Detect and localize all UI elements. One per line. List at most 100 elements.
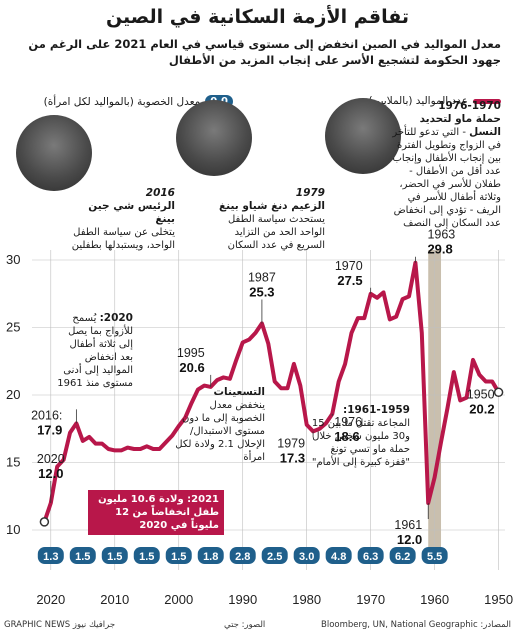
- legend-births: عدد المواليد (بالملايين): [369, 95, 501, 107]
- callout-2021: 2021: ولادة 10.6 مليون طفل انخفاضاً من 1…: [88, 490, 224, 535]
- fertility-value: 3.0: [299, 551, 314, 563]
- data-label-year: 2020: [37, 452, 65, 466]
- legend-births-label: عدد المواليد (بالملايين): [368, 95, 468, 107]
- photo-credit: الصور: جتي: [224, 620, 266, 630]
- data-label-value: 12.0: [397, 532, 422, 547]
- fertility-badge: [421, 547, 448, 564]
- y-tick-label: 25: [6, 320, 20, 335]
- x-tick-label: 1970: [356, 592, 385, 607]
- famine-text: المجاعة تقتل ما بين 15 و30 مليون شخص خلا…: [311, 418, 410, 468]
- fertility-badge: [69, 547, 96, 564]
- annotation-deng: 1979 الزعيم دنغ شياو بينغ يستحدث سياسة ا…: [205, 187, 325, 252]
- fertility-value: 1.5: [107, 551, 122, 563]
- data-label-year: 1970: [335, 259, 363, 273]
- mao-years: 1976-1970: [438, 100, 501, 112]
- fertility-badge: [229, 547, 256, 564]
- data-label-value: 25.3: [249, 284, 274, 299]
- fertility-value: 2.5: [267, 551, 282, 563]
- xi-year: 2016: [145, 187, 175, 199]
- data-label-year: 1950: [467, 387, 495, 401]
- deng-text: يستحدث سياسة الطفل الواحد الحد من التزاي…: [227, 214, 325, 251]
- xi-text: يتخلى عن سياسة الطفل الواحد، ويستبدلها ب…: [71, 227, 175, 251]
- fertility-value: 5.5: [427, 551, 442, 563]
- annotation-mao: 1976-1970 حملة ماو لتحديد النسل - التي ت…: [389, 100, 501, 230]
- xi-name: الرئيس شي جين بينغ: [88, 200, 175, 225]
- fertility-badge: [357, 547, 384, 564]
- mao-name: حملة ماو لتحديد النسل: [419, 113, 501, 138]
- annotation-nineties: التسعينات ينخفض معدل الخصوبة إلى ما دون …: [173, 386, 265, 464]
- nineties-text: ينخفض معدل الخصوبة إلى ما دون مستوى الاس…: [175, 400, 265, 463]
- data-label-value: 12.0: [38, 466, 63, 481]
- mao-text: - التي تدعو للتأخر في الزواج وتطويل الفت…: [392, 127, 501, 229]
- mao-portrait: [325, 98, 401, 174]
- fertility-value: 2.8: [235, 551, 250, 563]
- fertility-value: 1.5: [75, 551, 90, 563]
- fertility-badge: [261, 547, 288, 564]
- data-label-value: 20.2: [469, 401, 494, 416]
- fertility-badge: [101, 547, 128, 564]
- xi2020-year: 2020:: [99, 312, 133, 324]
- fertility-badge: [133, 547, 160, 564]
- chart-title: تفاقم الأزمة السكانية في الصين: [105, 6, 410, 28]
- data-label-year: 1963: [427, 228, 455, 242]
- fertility-value: 6.3: [363, 551, 378, 563]
- x-tick-label: 1950: [484, 592, 513, 607]
- chart-subtitle: معدل المواليد في الصين انخفض إلى مستوى ق…: [28, 37, 501, 67]
- x-tick-label: 2010: [100, 592, 129, 607]
- series-endpoint: [493, 387, 504, 398]
- y-tick-label: 30: [6, 252, 20, 267]
- data-label-year: 1961: [394, 518, 422, 532]
- value-labels: 195020.2196112.0196329.8197027.5197618.6…: [31, 228, 500, 547]
- y-tick-label: 10: [6, 522, 20, 537]
- deng-year: 1979: [295, 187, 325, 199]
- legend-fertility-label: معدل الخصوبة (بالمواليد لكل امرأة): [43, 95, 201, 108]
- y-axis-labels: 10 15 20 25 30: [6, 252, 20, 537]
- graphic-news-logo: GRAPHIC NEWS جرافيك نيوز: [4, 620, 116, 630]
- data-label-value: 27.5: [337, 273, 362, 288]
- fertility-badge: [325, 547, 352, 564]
- fertility-badge: [293, 547, 320, 564]
- x-tick-label: 2020: [36, 592, 65, 607]
- fertility-value: 1.5: [171, 551, 186, 563]
- x-axis-labels: 1950 1960 1970 1980 1990 2000 2010 2020: [36, 592, 513, 607]
- x-tick-label: 1980: [292, 592, 321, 607]
- series-endpoint: [39, 517, 50, 527]
- data-label-year: 1987: [248, 270, 276, 284]
- x-tick-label: 2000: [164, 592, 193, 607]
- y-tick-label: 15: [6, 455, 20, 470]
- data-label-value: 20.6: [179, 360, 204, 375]
- fertility-value: 1.8: [203, 551, 218, 563]
- xi2020-text: يُسمح للأزواج بما يصل إلى ثلاثة أطفال بع…: [57, 313, 133, 389]
- fertility-value: 1.5: [139, 551, 154, 563]
- y-tick-label: 20: [6, 387, 20, 402]
- nineties-title: التسعينات: [213, 386, 265, 398]
- fertility-value: 1.3: [43, 551, 58, 563]
- data-label-value: 17.3: [280, 450, 305, 465]
- data-label-year: 1976: [334, 415, 362, 429]
- data-label-value: 17.9: [37, 422, 62, 437]
- data-label-year: 1995: [177, 346, 205, 360]
- deng-name: الزعيم دنغ شياو بينغ: [218, 200, 325, 212]
- data-label-value: 18.6: [334, 429, 359, 444]
- annotation-xi-2020: 2020: يُسمح للأزواج بما يصل إلى ثلاثة أط…: [57, 312, 133, 390]
- fertility-badge: [165, 547, 192, 564]
- data-label-year: 2016:: [31, 408, 62, 422]
- source-text: المصادر: Bloomberg, UN, National Geograp…: [321, 620, 511, 630]
- fertility-badge: [389, 547, 416, 564]
- famine-years: 1961-1959:: [342, 404, 410, 416]
- xi-portrait: [16, 115, 92, 191]
- fertility-badge: [197, 547, 224, 564]
- births-series-line: [42, 260, 501, 524]
- deng-portrait: [176, 100, 252, 176]
- data-label-value: 29.8: [427, 242, 452, 257]
- x-tick-label: 1990: [228, 592, 257, 607]
- data-label-year: 1979: [277, 436, 305, 450]
- x-tick-label: 1960: [420, 592, 449, 607]
- fertility-badge: [37, 547, 64, 564]
- fertility-badges: 1.3 1.5 1.5 1.5 1.5 1.8 2.8 2.5 3.0 4.8 6.3 6.2 5.5: [37, 547, 448, 564]
- annotation-xi: 2016 الرئيس شي جين بينغ يتخلى عن سياسة ا…: [65, 187, 175, 252]
- fertility-value: 6.2: [395, 551, 410, 563]
- fertility-value: 4.8: [331, 551, 346, 563]
- births-swatch: [473, 98, 501, 104]
